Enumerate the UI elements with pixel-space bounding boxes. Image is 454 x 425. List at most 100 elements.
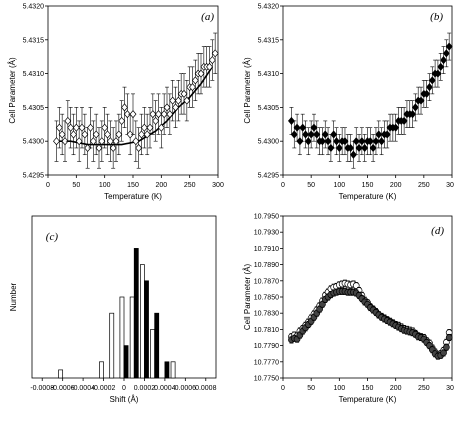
x-tick-label-c: 0.0008: [195, 385, 217, 392]
y-tick-label-d: 10.7930: [254, 230, 279, 237]
data-point-a: [166, 110, 174, 119]
data-point-b: [313, 130, 321, 139]
data-point-a: [64, 116, 72, 125]
x-tick-label-a: 0: [46, 182, 50, 189]
panel-label-d: (d): [431, 225, 444, 237]
data-point-a: [211, 49, 219, 58]
bar-filled: [164, 361, 170, 379]
data-point-a: [95, 143, 103, 152]
data-point-a: [92, 130, 100, 139]
data-point-b: [423, 89, 431, 98]
x-axis-label-c: Shift (Å): [110, 395, 139, 404]
bar-open: [129, 296, 135, 379]
y-tick-label-b: 5.4300: [258, 139, 280, 146]
data-point-a: [104, 130, 111, 139]
y-tick-label-a: 5.4320: [23, 4, 45, 11]
data-point-a: [189, 83, 196, 92]
y-tick-label-d: 10.7770: [254, 359, 279, 366]
data-point-a: [149, 110, 157, 119]
data-point-b: [335, 143, 343, 152]
x-tick-label-a: 200: [155, 182, 167, 189]
data-point-a: [55, 123, 63, 132]
data-point-b: [358, 137, 366, 146]
y-tick-label-d: 10.7890: [254, 262, 279, 269]
x-tick-label-b: 150: [362, 182, 374, 189]
x-tick-label-b: 200: [390, 182, 402, 189]
data-point-a: [208, 56, 216, 65]
y-tick-label-d: 10.7950: [254, 214, 279, 221]
data-point-b: [324, 137, 332, 146]
data-point-b: [392, 123, 400, 132]
x-tick-label-c: 0.0006: [175, 385, 197, 392]
x-tick-label-b: 100: [333, 182, 345, 189]
bar-open: [150, 329, 156, 379]
data-point-a: [53, 137, 60, 146]
data-point-a: [78, 123, 86, 132]
data-point-b: [372, 137, 380, 146]
y-tick-label-b: 5.4295: [258, 173, 280, 180]
data-point-b: [349, 150, 357, 159]
bar-open: [99, 361, 104, 379]
data-point-a: [70, 130, 77, 139]
data-point-b: [369, 143, 377, 152]
x-tick-label-b: 0: [281, 182, 285, 189]
data-point-a: [191, 76, 199, 85]
y-axis-label-d: Cell Parameter (Å): [243, 264, 252, 331]
data-point-a: [67, 123, 75, 132]
data-point-a: [58, 130, 66, 139]
y-axis-label-b: Cell Parameter (Å): [243, 57, 252, 124]
data-point-a: [75, 137, 83, 146]
data-point-b: [302, 130, 309, 139]
data-point-a: [180, 89, 188, 98]
data-point-b: [318, 137, 326, 146]
data-point-a: [143, 130, 151, 139]
data-point-a: [115, 130, 123, 139]
x-tick-label-c: -0.0002: [92, 385, 116, 392]
x-axis-label-a: Temperature (K): [104, 192, 162, 201]
data-point-a: [172, 103, 179, 112]
data-point-a: [138, 130, 145, 139]
data-point-d: [445, 334, 453, 341]
data-point-b: [411, 103, 419, 112]
data-point-a: [169, 96, 177, 105]
data-point-b: [287, 116, 295, 125]
data-point-b: [366, 137, 374, 146]
x-axis-label-d: Temperature (K): [339, 395, 397, 404]
data-point-a: [135, 143, 143, 152]
bar-open: [170, 361, 176, 379]
data-point-b: [434, 69, 442, 78]
y-axis-label-a: Cell Parameter (Å): [8, 57, 17, 124]
data-point-a: [197, 69, 205, 78]
y-tick-label-d: 10.7910: [254, 246, 279, 253]
data-point-a: [160, 110, 168, 119]
y-tick-label-d: 10.7830: [254, 311, 279, 318]
y-tick-label-a: 5.4300: [23, 139, 45, 146]
data-point-a: [106, 137, 114, 146]
data-point-b: [417, 96, 425, 105]
data-point-a: [183, 96, 191, 105]
bar-open: [119, 296, 125, 379]
data-point-b: [347, 143, 355, 152]
panel-label-c: (c): [46, 231, 59, 243]
data-point-b: [321, 130, 329, 139]
y-tick-label-b: 5.4320: [258, 4, 280, 11]
x-tick-label-b: 250: [418, 182, 430, 189]
panel-label-a: (a): [201, 11, 214, 23]
y-tick-label-b: 5.4305: [258, 105, 280, 112]
plot-frame-d: [282, 215, 453, 379]
y-tick-label-a: 5.4305: [23, 105, 45, 112]
x-tick-label-a: 50: [72, 182, 80, 189]
data-point-a: [123, 110, 131, 119]
bar-open: [140, 264, 145, 379]
y-tick-label-d: 10.7750: [254, 376, 279, 383]
data-point-a: [72, 123, 80, 132]
data-point-d: [443, 343, 450, 351]
x-tick-label-c: 0: [122, 385, 126, 392]
panel-label-b: (b): [430, 11, 443, 23]
data-point-a: [87, 123, 94, 132]
bar-filled: [133, 248, 139, 379]
data-point-b: [426, 83, 433, 92]
x-tick-label-a: 300: [212, 182, 224, 189]
x-axis-label-b: Temperature (K): [339, 192, 397, 201]
data-point-a: [98, 137, 106, 146]
